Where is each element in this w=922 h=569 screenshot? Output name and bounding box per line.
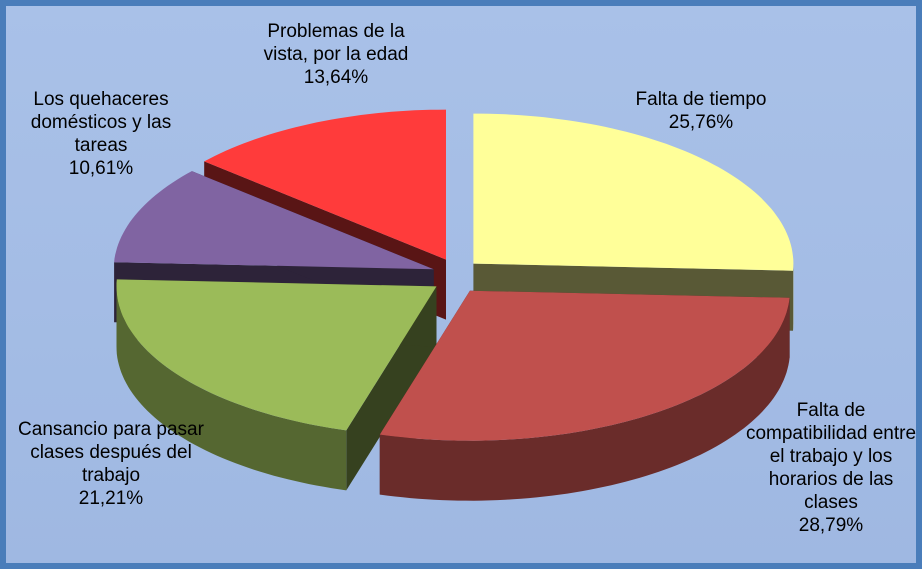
value-label: 10,61% bbox=[68, 158, 134, 179]
category-label: Falta de compatibilidad entre el trabajo… bbox=[745, 400, 917, 513]
category-label: Los quehaceres domésticos y las tareas bbox=[30, 89, 172, 156]
data-label: Problemas de la vista, por la edad 13,64% bbox=[249, 20, 424, 89]
data-label: Falta de tiempo 25,76% bbox=[591, 88, 811, 134]
category-label: Problemas de la vista, por la edad bbox=[263, 21, 409, 65]
value-label: 25,76% bbox=[668, 112, 734, 133]
slice-side bbox=[116, 286, 347, 491]
data-label: Los quehaceres domésticos y las tareas 10… bbox=[26, 88, 176, 180]
slice bbox=[473, 113, 794, 271]
slice bbox=[114, 171, 434, 270]
slice-side bbox=[379, 297, 790, 501]
pie-plot bbox=[114, 109, 794, 501]
value-label: 21,21% bbox=[78, 488, 144, 509]
data-label: Falta de compatibilidad entre el trabajo… bbox=[741, 399, 921, 537]
value-label: 13,64% bbox=[303, 67, 369, 88]
slice bbox=[204, 109, 446, 260]
category-label: Cansancio para pasar clases después del … bbox=[18, 419, 204, 486]
data-label: Cansancio para pasar clases después del … bbox=[14, 418, 209, 510]
slice bbox=[116, 279, 437, 431]
value-label: 28,79% bbox=[798, 515, 864, 536]
slice bbox=[379, 290, 790, 441]
category-label: Falta de tiempo bbox=[635, 89, 767, 110]
